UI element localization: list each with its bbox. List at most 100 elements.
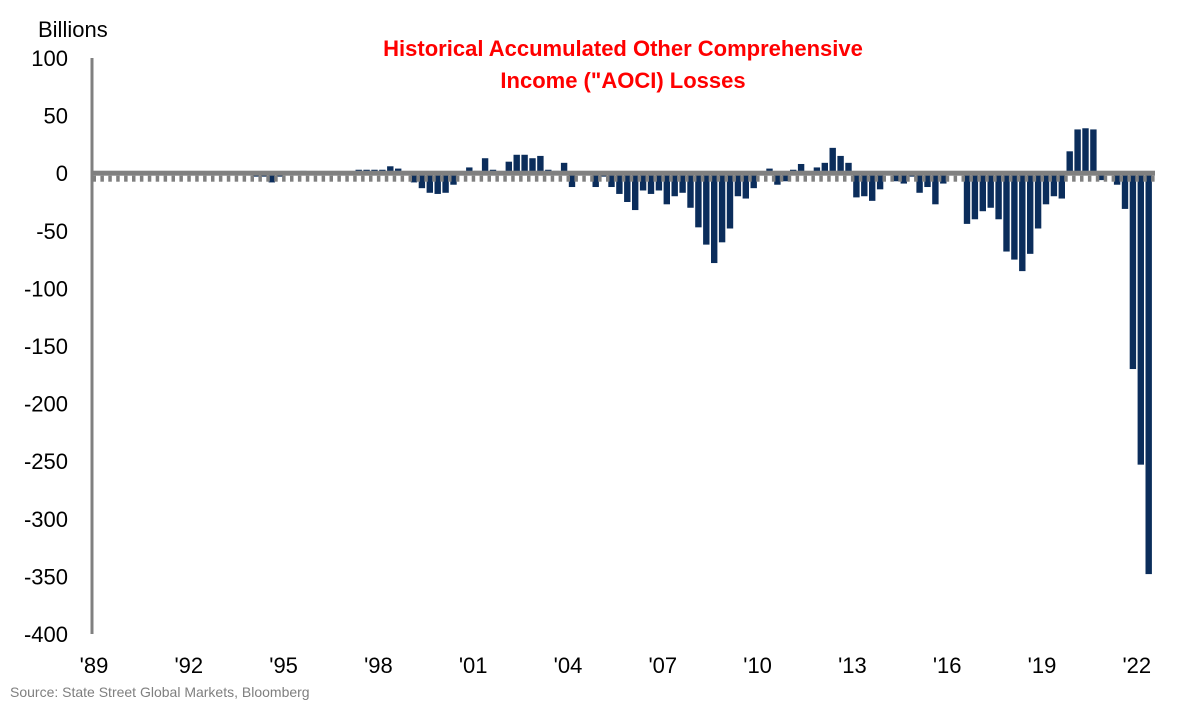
x-axis-tick-mark [416,175,420,182]
x-tick-label: '95 [269,653,298,678]
bar [1113,173,1121,185]
x-axis-tick-mark [1111,175,1116,182]
x-axis-tick-mark [858,175,863,182]
x-axis-tick-mark [211,175,215,182]
x-axis-tick-mark [242,175,247,182]
x-axis-tick-mark [835,175,839,182]
x-axis-tick-mark [629,175,634,182]
bar [782,173,789,182]
x-axis-tick-mark [321,175,326,182]
x-tick-label: '19 [1028,653,1057,678]
bar [1129,173,1137,370]
bar [387,166,394,174]
x-axis-tick-mark [598,175,602,182]
x-axis-tick-mark [424,175,428,182]
x-axis-tick-mark [953,175,958,182]
x-axis-tick-mark [708,175,713,182]
bar [892,173,900,182]
x-axis-tick-mark [408,175,412,182]
x-axis-tick-mark [155,175,160,182]
x-tick-label: '07 [648,653,677,678]
x-axis-tick-mark [519,175,523,182]
x-axis-tick-mark [455,175,460,182]
x-axis-tick-mark [653,175,657,182]
x-axis-tick-mark [732,175,736,182]
x-axis-tick-mark [1127,175,1131,182]
x-axis-tick-mark [914,175,918,182]
y-tick-label: 50 [44,104,68,129]
bar [726,173,734,229]
x-axis-zero-line [90,170,1155,176]
x-tick-label: '16 [933,653,962,678]
bar [592,173,599,188]
bar [442,173,449,193]
x-axis-tick-mark [582,175,586,182]
x-axis-tick-mark [163,175,168,182]
bar [560,162,568,174]
x-axis-tick-mark [819,175,823,182]
x-axis-tick-mark [369,175,373,182]
bar [632,173,639,211]
bar [734,173,742,197]
x-axis-tick-mark [1135,175,1139,182]
x-axis-tick-mark [274,175,278,182]
bar [916,173,923,193]
bar [932,173,939,205]
bar [616,173,623,194]
x-axis-tick-mark [290,175,294,182]
x-axis-tick-mark [985,175,989,182]
x-axis-tick-mark [906,175,910,182]
x-axis-tick-mark [1103,175,1108,182]
x-axis-tick-mark [116,175,120,182]
x-axis-tick-mark [1001,175,1005,182]
x-axis-tick-mark [471,175,476,182]
x-tick-label: '04 [554,653,583,678]
x-axis-tick-mark [187,175,191,182]
x-axis-tick-mark [1040,175,1044,182]
chart-title-line-1: Historical Accumulated Other Comprehensi… [383,36,863,61]
x-axis-tick-mark [313,175,318,182]
x-axis-tick-mark [282,175,286,182]
bar [663,173,670,205]
bar [1137,173,1144,465]
x-axis-tick-mark [542,175,547,182]
y-tick-label: -50 [36,219,68,244]
chart-title-line-2: Income ("AOCI) Losses [500,68,745,93]
x-tick-label: '01 [459,653,488,678]
bar [876,173,884,190]
y-tick-label: -200 [24,392,68,417]
x-axis-tick-mark [305,175,310,182]
bar [813,167,821,174]
x-axis-tick-mark [779,175,784,182]
bar [829,147,836,174]
x-axis-tick-mark [1048,175,1052,182]
bar [481,158,489,174]
y-tick-label: 0 [56,161,68,186]
bar [711,173,718,264]
y-tick-label: -300 [24,507,68,532]
x-axis-tick-mark [606,175,610,182]
bar [774,173,781,185]
x-axis-tick-mark [740,175,744,182]
x-axis-tick-mark [590,175,594,182]
bar [529,158,536,174]
x-axis-tick-mark [440,175,444,182]
x-axis-tick-mark [534,175,539,182]
bar [268,173,275,183]
x-axis-tick-mark [1151,175,1155,182]
x-axis-tick-mark [803,175,807,182]
x-tick-label: '22 [1122,653,1151,678]
x-axis-tick-mark [108,175,112,182]
x-axis-tick-mark [1087,175,1092,182]
x-axis-tick-mark [1095,175,1100,182]
bar [1019,173,1026,272]
bar [434,173,441,194]
x-axis-tick-mark [977,175,981,182]
bar [450,173,457,185]
bar [1058,173,1065,199]
x-axis-tick-mark [124,175,128,182]
x-axis-tick-mark [329,175,333,182]
x-axis-tick-mark [266,175,270,182]
x-tick-label: '10 [743,653,772,678]
x-axis-tick-mark [764,175,768,182]
